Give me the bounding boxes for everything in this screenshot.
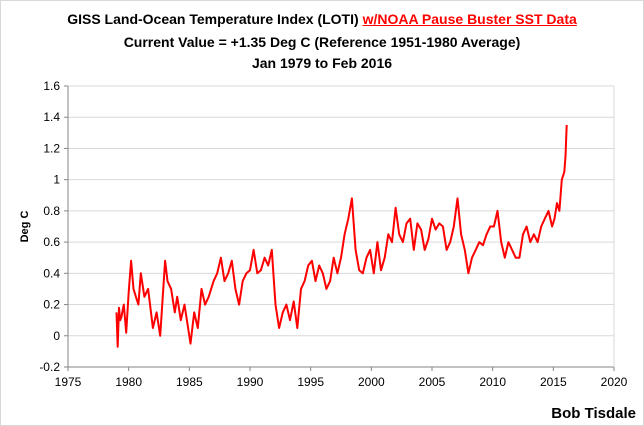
y-tick-label: 1.2 <box>43 141 60 155</box>
x-tick-label: 1975 <box>55 375 82 389</box>
y-tick-label: -0.2 <box>39 360 60 374</box>
chart-subtitle-current-value: Current Value = +1.35 Deg C (Reference 1… <box>123 34 521 50</box>
x-tick-label: 1995 <box>297 375 324 389</box>
y-tick-label: 0.8 <box>43 204 60 218</box>
x-tick-label: 2005 <box>419 375 446 389</box>
x-tick-label: 2000 <box>358 375 385 389</box>
author-credit: Bob Tisdale <box>551 405 636 422</box>
y-tick-label: 1.6 <box>43 79 60 93</box>
chart-subtitle-date-range: Jan 1979 to Feb 2016 <box>251 55 393 71</box>
y-axis-label: Deg C <box>19 211 31 243</box>
x-tick-label: 1990 <box>237 375 264 389</box>
x-tick-label: 1985 <box>176 375 203 389</box>
y-tick-label: 0.2 <box>43 298 60 312</box>
x-tick-label: 2010 <box>479 375 506 389</box>
x-tick-label: 2020 <box>601 375 628 389</box>
y-tick-label: 0.6 <box>43 235 60 249</box>
y-tick-label: 1.4 <box>43 110 60 124</box>
y-tick-label: 0.4 <box>43 266 60 280</box>
x-tick-label: 1980 <box>115 375 142 389</box>
chart-title-prefix: GISS Land-Ocean Temperature Index (LOTI) <box>67 11 363 27</box>
series-line-loti <box>115 124 568 348</box>
y-tick-label: 0 <box>53 329 60 343</box>
y-tick-label: 1 <box>53 173 60 187</box>
x-tick-label: 2015 <box>540 375 567 389</box>
chart-title: GISS Land-Ocean Temperature Index (LOTI)… <box>0 10 644 28</box>
chart-title-highlight: w/NOAA Pause Buster SST Data <box>362 11 577 27</box>
